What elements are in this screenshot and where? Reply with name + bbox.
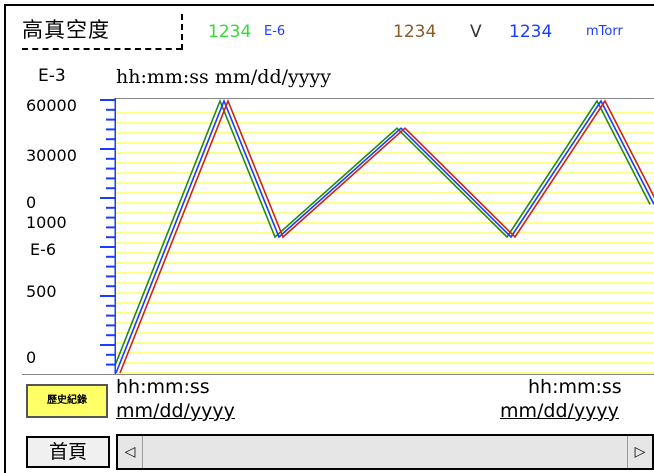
chart-timestamp-top: hh:mm:ss mm/dd/yyyy [116,66,331,88]
y-label-500: 500 [26,282,57,301]
reading-value-blue: 1234 [509,22,553,42]
series-line-2 [119,99,654,374]
series-line-1 [116,99,654,374]
axis-unit-top: E-3 [38,66,66,86]
y-label-60000: 60000 [26,96,77,115]
reading-unit-green: E-6 [264,24,286,39]
reading-value-brown: 1234 [393,22,437,42]
series-line-0 [116,99,651,366]
grid-lines [116,112,654,374]
reading-unit-blue: mTorr [586,24,623,39]
y-label-0-top: 0 [26,193,37,212]
header-title: 高真空度 [22,18,110,42]
range-start-date: mm/dd/yyyy [116,400,235,422]
time-range-band [22,374,654,431]
scroll-left-icon[interactable]: ◁ [118,436,143,468]
y-label-0-bottom: 0 [26,348,37,367]
home-button[interactable]: 首頁 [26,436,110,468]
reading-unit-brown: V [470,22,482,42]
range-end-time: hh:mm:ss [528,376,622,398]
chart-plot-area [116,98,654,375]
title-divider-vertical [181,14,183,50]
scroll-right-icon[interactable]: ▷ [627,436,652,468]
horizontal-scrollbar[interactable]: ◁ ▷ [116,434,654,470]
title-divider [22,48,182,50]
y-label-1000: 1000 [26,213,67,232]
line-chart [116,99,654,374]
reading-value-green: 1234 [208,22,252,42]
y-label-30000: 30000 [26,146,77,165]
range-start-time: hh:mm:ss [116,376,210,398]
axis-unit-mid: E-6 [30,240,57,259]
range-end-date: mm/dd/yyyy [500,400,619,422]
window-frame [4,4,654,473]
history-button[interactable]: 歷史紀錄 [26,384,108,418]
